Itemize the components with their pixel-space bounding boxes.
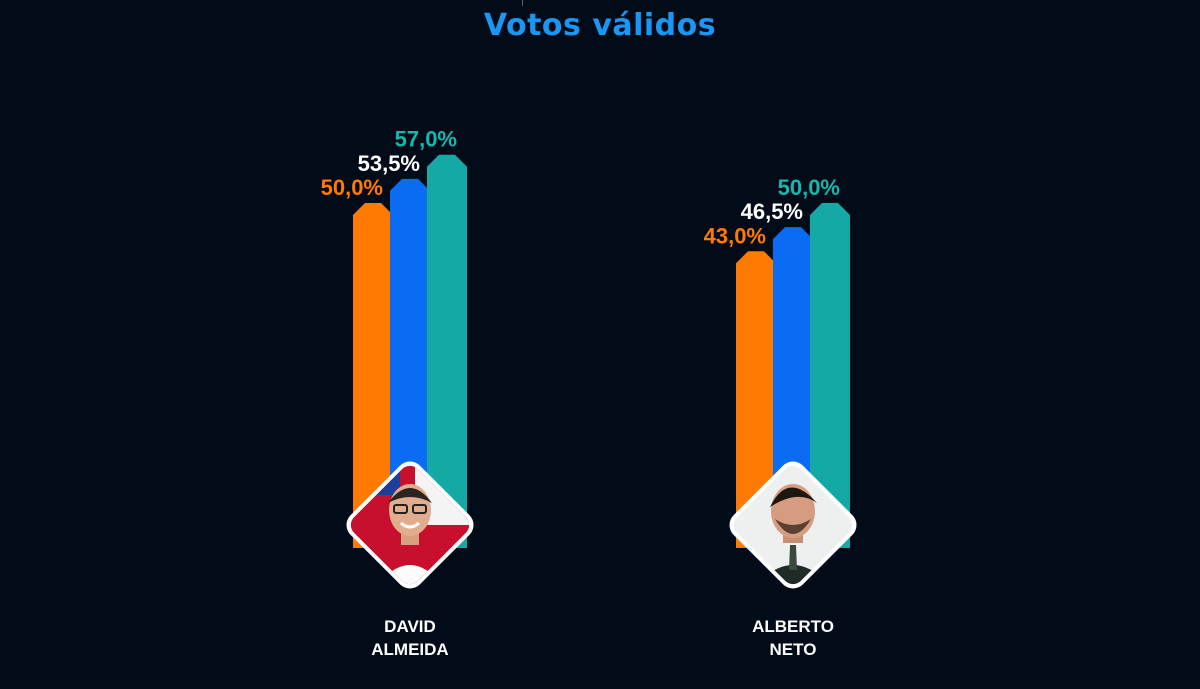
data-label-david-almeida-series-1: 50,0%: [321, 175, 383, 200]
bar-alberto-neto-series-3: [810, 203, 850, 548]
candidate-name-david-almeida-line2: ALMEIDA: [371, 640, 448, 659]
candidate-name-david-almeida-line1: DAVID: [384, 617, 436, 636]
candidate-name-alberto-neto-line1: ALBERTO: [752, 617, 834, 636]
bar-alberto-neto-series-1: [736, 251, 776, 549]
bar-david-almeida-series-2: [390, 178, 430, 548]
data-label-alberto-neto-series-3: 50,0%: [778, 175, 840, 200]
data-label-alberto-neto-series-2: 46,5%: [741, 199, 803, 224]
data-label-david-almeida-series-3: 57,0%: [395, 127, 457, 152]
top-divider-tick: [522, 0, 523, 6]
data-label-david-almeida-series-2: 53,5%: [358, 151, 420, 176]
bar-david-almeida-series-3: [427, 154, 467, 548]
data-label-alberto-neto-series-1: 43,0%: [704, 223, 766, 248]
chart-title: Votos válidos: [483, 8, 717, 43]
candidate-name-alberto-neto-line2: NETO: [770, 640, 817, 659]
bar-david-almeida-series-1: [353, 203, 393, 548]
